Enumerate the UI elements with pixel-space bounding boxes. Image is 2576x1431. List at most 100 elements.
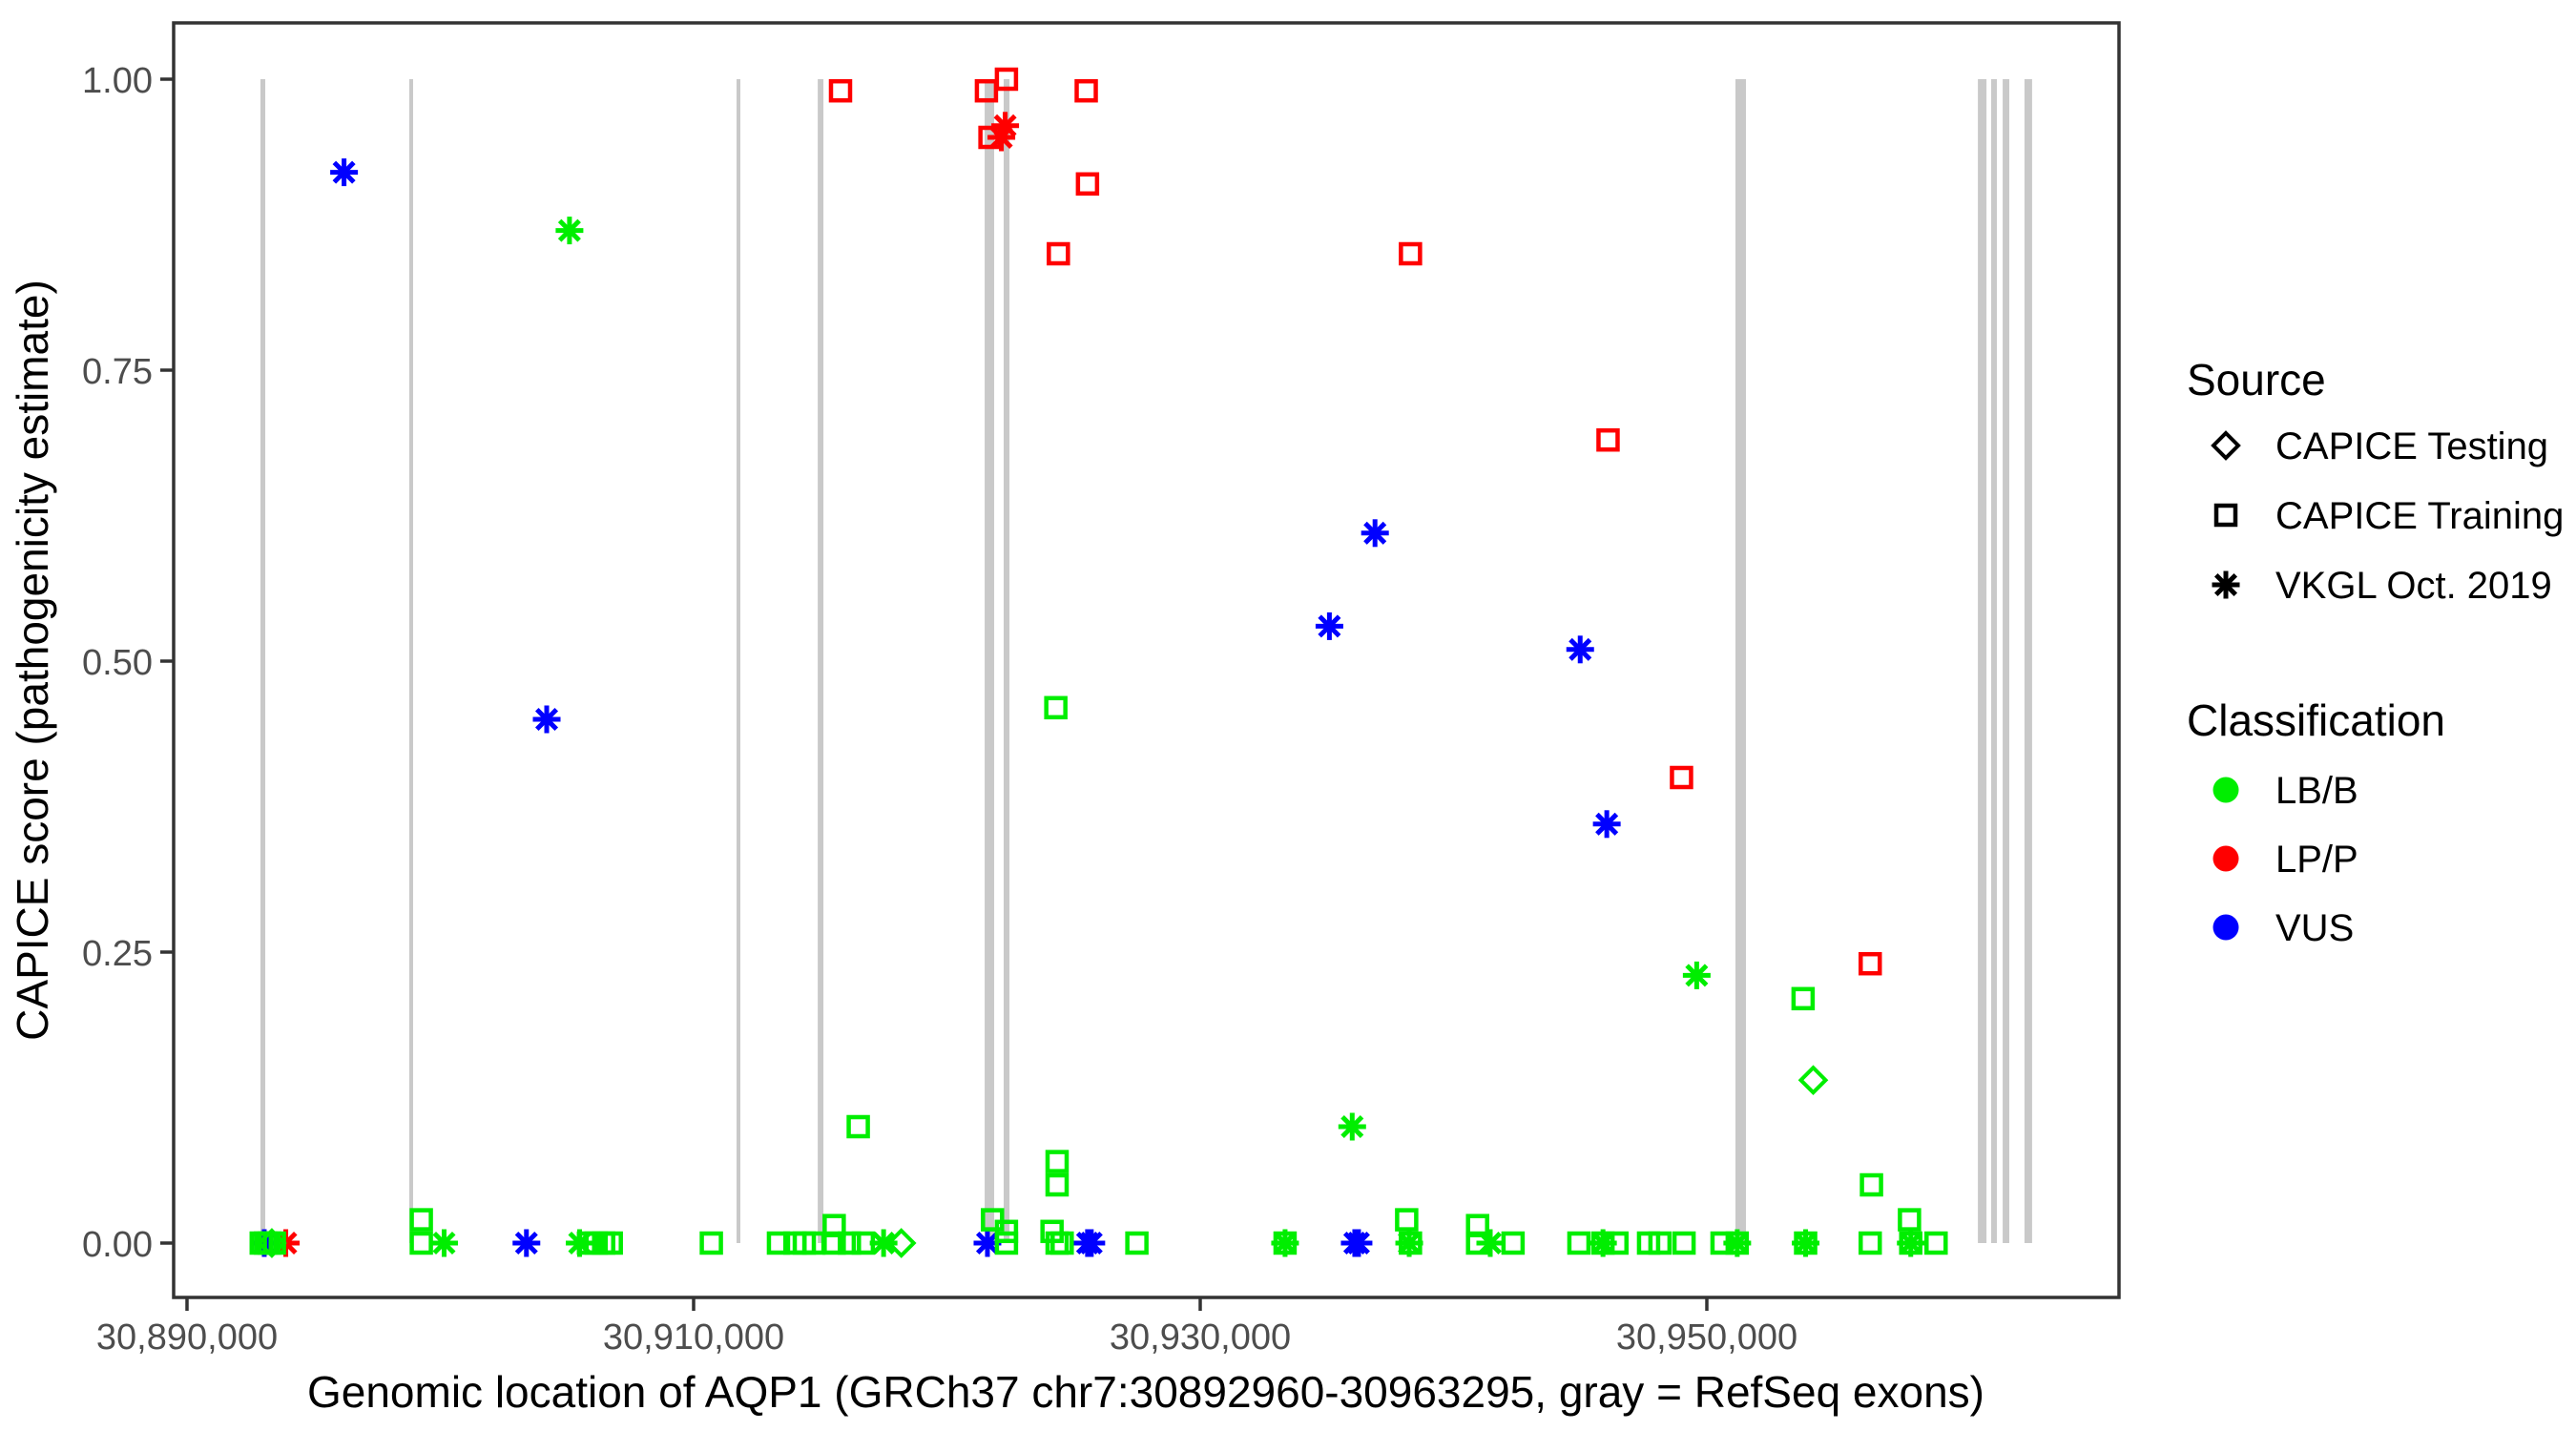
marker-square xyxy=(1672,1231,1696,1255)
y-tick-label-0.00: 0.00 xyxy=(82,1225,153,1265)
marker-square xyxy=(1648,1231,1672,1255)
legend-dot-vus xyxy=(2212,914,2239,941)
legend-item-lp-p: LP/P xyxy=(2275,839,2358,881)
marker-square xyxy=(994,67,1019,92)
legend-item-capice-testing: CAPICE Testing xyxy=(2275,425,2548,467)
marker-square xyxy=(1399,241,1423,266)
legend-source-title: Source xyxy=(2187,355,2326,404)
legend-item-vus: VUS xyxy=(2275,907,2354,949)
panel-border xyxy=(172,21,2121,1299)
marker-square xyxy=(846,1114,870,1139)
marker-asterisk xyxy=(2212,570,2240,599)
series-asterisk-vus xyxy=(250,158,1621,1257)
legend-dot-lpp xyxy=(2212,845,2239,872)
marker-square xyxy=(1858,951,1882,976)
series-asterisk-lpp xyxy=(272,112,1020,1257)
marker-square xyxy=(1710,1231,1735,1255)
marker-square xyxy=(599,1231,623,1255)
refseq-exon-bar xyxy=(1735,79,1747,1243)
refseq-exon-bar xyxy=(408,79,413,1243)
marker-square xyxy=(1596,427,1620,452)
refseq-exon-bar xyxy=(985,79,995,1243)
marker-diamond xyxy=(2211,430,2241,461)
refseq-exon-bar xyxy=(1003,79,1010,1243)
x-tick-label-30890000: 30,890,000 xyxy=(96,1317,278,1358)
marker-square xyxy=(1898,1208,1922,1232)
marker-asterisk xyxy=(1566,635,1594,664)
marker-square xyxy=(1125,1231,1149,1255)
marker-square xyxy=(1273,1231,1298,1255)
marker-square xyxy=(1045,1172,1070,1197)
y-tick-label-0.50: 0.50 xyxy=(82,643,153,683)
marker-asterisk xyxy=(987,123,1016,152)
marker-square xyxy=(1074,78,1098,103)
marker-asterisk xyxy=(555,217,584,245)
marker-square xyxy=(409,1231,433,1255)
marker-asterisk xyxy=(429,1229,458,1257)
marker-asterisk xyxy=(1592,810,1621,839)
marker-square xyxy=(1924,1231,1948,1255)
marker-square xyxy=(1075,172,1100,197)
marker-square xyxy=(1045,1150,1070,1173)
x-tick-label-30950000: 30,950,000 xyxy=(1616,1317,1797,1358)
series-square-lpp xyxy=(828,67,1882,976)
y-tick-label-1.00: 1.00 xyxy=(82,61,153,101)
legend-item-capice-training: CAPICE Training xyxy=(2275,495,2564,537)
refseq-exon-bar xyxy=(2024,79,2032,1243)
legend-classification-title: Classification xyxy=(2187,695,2445,745)
marker-asterisk xyxy=(1315,612,1343,640)
refseq-exon-bar xyxy=(1978,79,1987,1243)
y-axis-title: CAPICE score (pathogenicity estimate) xyxy=(8,280,57,1041)
marker-square xyxy=(766,1231,791,1255)
marker-square xyxy=(1791,986,1816,1011)
marker-square xyxy=(699,1231,723,1255)
x-tick-label-30910000: 30,910,000 xyxy=(603,1317,784,1358)
y-tick-label-0.75: 0.75 xyxy=(82,352,153,392)
legend-item-lb-b: LB/B xyxy=(2275,770,2358,812)
panel-frame-layer xyxy=(160,21,2121,1311)
marker-square xyxy=(2213,503,2238,528)
marker-square xyxy=(1725,1231,1750,1255)
marker-square xyxy=(1794,1231,1818,1255)
marker-square xyxy=(822,1231,846,1255)
y-tick-label-0.25: 0.25 xyxy=(82,934,153,974)
marker-asterisk xyxy=(1344,1229,1373,1257)
refseq-exon-bar xyxy=(737,79,741,1243)
marker-square xyxy=(1050,1231,1074,1255)
marker-square xyxy=(828,78,853,103)
refseq-exon-bar xyxy=(260,79,266,1243)
marker-square xyxy=(1567,1231,1591,1255)
marker-square xyxy=(1605,1231,1629,1255)
legend-item-vkgl-oct-2019: VKGL Oct. 2019 xyxy=(2275,565,2552,607)
series-square-lbb xyxy=(249,695,1948,1255)
x-tick-label-30930000: 30,930,000 xyxy=(1110,1317,1291,1358)
marker-square xyxy=(1395,1208,1419,1232)
marker-square xyxy=(994,1231,1019,1255)
marker-square xyxy=(1044,695,1068,720)
marker-asterisk xyxy=(532,705,561,734)
refseq-exon-bar xyxy=(818,79,824,1243)
marker-square xyxy=(1501,1231,1526,1255)
marker-asterisk xyxy=(512,1229,541,1257)
legend-dot-lbb xyxy=(2212,777,2239,803)
refseq-exon-bar xyxy=(2003,79,2010,1243)
series-asterisk-lbb xyxy=(429,217,1925,1257)
marker-diamond xyxy=(1797,1065,1829,1096)
marker-square xyxy=(1859,1172,1883,1197)
marker-asterisk xyxy=(869,1229,898,1257)
refseq-exon-bar xyxy=(1991,79,1997,1243)
marker-square xyxy=(1465,1231,1489,1255)
marker-square xyxy=(838,1231,862,1255)
marker-square xyxy=(262,1231,286,1255)
marker-diamond xyxy=(885,1228,917,1258)
marker-square xyxy=(1670,765,1693,790)
refseq-exon-bars xyxy=(260,79,2032,1243)
marker-asterisk xyxy=(1338,1112,1366,1141)
marker-square xyxy=(1858,1231,1882,1255)
marker-asterisk xyxy=(1361,519,1389,548)
x-axis-title: Genomic location of AQP1 (GRCh37 chr7:30… xyxy=(307,1367,1984,1417)
marker-square xyxy=(1047,241,1070,266)
marker-square xyxy=(1899,1231,1922,1255)
